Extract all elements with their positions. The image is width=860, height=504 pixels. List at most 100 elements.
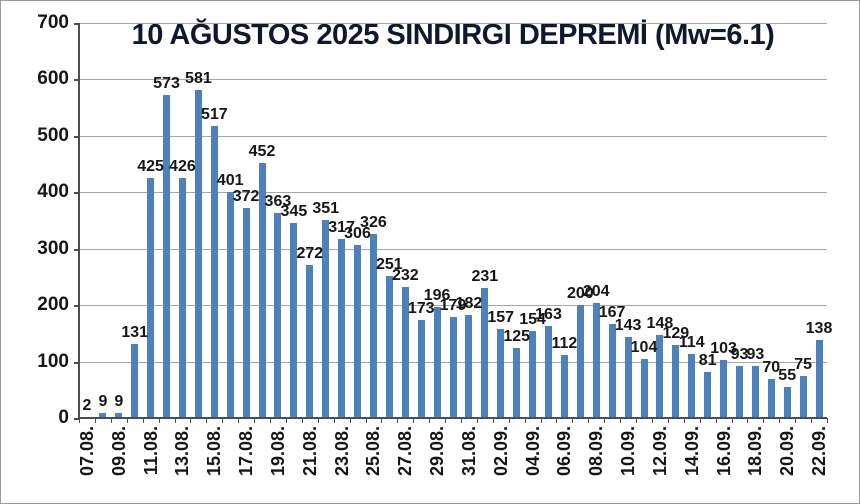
x-tick-mark: [651, 418, 653, 423]
data-label: 306: [344, 225, 371, 243]
data-label: 231: [471, 267, 499, 285]
x-tick-mark: [381, 418, 383, 423]
x-tick-mark: [445, 418, 446, 423]
y-tick-mark: [74, 136, 79, 138]
y-gridline: [79, 79, 827, 80]
data-label: 581: [185, 70, 212, 88]
y-gridline: [79, 192, 827, 193]
y-axis-tick-label: 700: [37, 12, 69, 33]
bar: [290, 223, 298, 418]
data-label: 112: [551, 334, 578, 352]
x-tick-mark: [620, 418, 622, 423]
bar: [178, 177, 186, 418]
bar: [624, 337, 632, 418]
bar: [815, 340, 823, 418]
x-tick-mark: [588, 418, 590, 423]
data-label: 204: [582, 282, 610, 300]
x-tick-mark: [604, 418, 606, 423]
x-tick-mark: [636, 418, 637, 423]
x-tick-mark: [254, 418, 256, 423]
data-label: 114: [678, 333, 705, 351]
data-label: 129: [662, 325, 690, 343]
x-tick-mark: [174, 418, 176, 423]
bar: [99, 412, 107, 418]
y-axis-tick-label: 0: [58, 407, 69, 428]
bar: [322, 219, 330, 418]
y-tick-mark: [74, 249, 79, 251]
bar: [401, 287, 409, 418]
data-label: 2: [82, 396, 92, 414]
bar: [783, 387, 791, 418]
data-label: 103: [710, 339, 737, 357]
data-label: 182: [455, 295, 483, 313]
chart-title: 10 AĞUSTOS 2025 SINDIRGI DEPREMİ (Mw=6.1…: [131, 19, 775, 51]
x-tick-mark: [683, 418, 685, 423]
bar: [560, 354, 568, 418]
bar: [226, 191, 234, 418]
data-label: 251: [375, 256, 403, 274]
y-tick-mark: [74, 192, 79, 194]
x-tick-mark: [476, 418, 478, 423]
bar: [449, 317, 457, 418]
bar: [306, 264, 314, 418]
y-tick-mark: [74, 79, 79, 81]
bar: [481, 287, 489, 418]
bar: [338, 239, 346, 418]
bar: [513, 347, 521, 418]
x-tick-mark: [413, 418, 415, 423]
x-tick-mark: [349, 418, 351, 423]
data-label: 196: [423, 287, 451, 305]
x-tick-mark: [492, 418, 494, 423]
y-axis-tick-label: 500: [37, 125, 69, 146]
x-tick-mark: [715, 418, 717, 423]
x-tick-mark: [79, 418, 80, 423]
x-tick-mark: [206, 418, 208, 423]
x-tick-mark: [461, 418, 462, 423]
bar: [115, 412, 123, 418]
bar: [497, 329, 505, 418]
x-tick-mark: [811, 418, 813, 423]
y-axis-tick-label: 200: [37, 294, 69, 315]
bar: [576, 305, 584, 418]
bar: [354, 245, 361, 418]
bar: [529, 331, 537, 418]
x-tick-mark: [747, 418, 749, 423]
data-label: 351: [312, 199, 340, 217]
y-tick-mark: [74, 23, 79, 25]
x-tick-mark: [572, 418, 574, 423]
data-label: 363: [264, 193, 292, 211]
data-label: 55: [778, 367, 797, 384]
x-tick-mark: [795, 418, 797, 423]
bar: [465, 315, 473, 418]
x-tick-mark: [110, 418, 112, 423]
data-label: 425: [137, 158, 164, 176]
y-axis-tick-label: 100: [37, 351, 69, 372]
bar: [242, 208, 250, 418]
x-tick-mark: [779, 418, 781, 423]
data-label: 143: [614, 317, 642, 335]
bar: [736, 365, 743, 418]
y-axis-tick-label: 300: [37, 238, 69, 259]
bar: [131, 344, 139, 418]
bar: [433, 307, 441, 418]
bar: [210, 126, 218, 418]
data-label: 93: [730, 345, 749, 363]
x-tick-mark: [333, 418, 335, 423]
bar: [751, 365, 759, 418]
data-label: 167: [598, 303, 626, 321]
x-tick-mark: [190, 418, 192, 423]
x-tick-mark: [317, 418, 319, 423]
x-tick-mark: [731, 418, 733, 423]
bar: [147, 178, 155, 418]
x-tick-mark: [524, 418, 526, 423]
x-tick-mark: [238, 418, 240, 423]
data-label: 452: [248, 142, 276, 160]
x-tick-mark: [699, 418, 701, 423]
data-label: 93: [746, 345, 765, 363]
data-label: 125: [503, 327, 531, 345]
y-axis-tick-label: 600: [37, 68, 69, 89]
x-axis-line: [78, 417, 827, 419]
x-tick-mark: [508, 418, 510, 423]
data-label: 179: [439, 297, 467, 314]
